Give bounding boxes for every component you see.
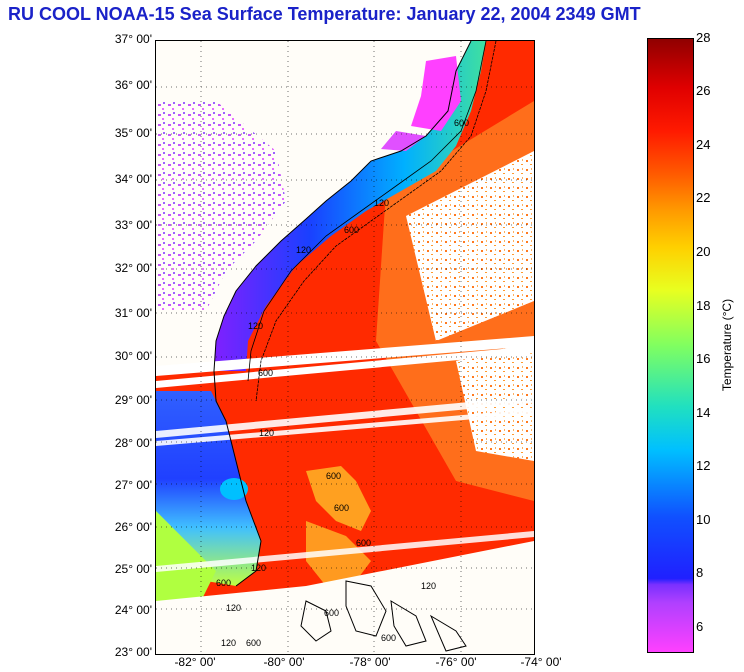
contour-label: 600 — [324, 608, 339, 618]
lat-label-23: 23° 00' — [114, 645, 152, 659]
lat-lon-grid — [156, 41, 534, 654]
florida-bay-warm — [156, 511, 216, 606]
colorbar-tick: 8 — [696, 565, 704, 580]
colorbar-tick: 12 — [696, 458, 711, 473]
estuary — [381, 131, 426, 151]
sst-map-canvas: 600 120 600 120 120 600 120 600 600 600 … — [156, 41, 534, 654]
lat-label-29: 29° 00' — [114, 393, 152, 407]
shelf-cold-water — [214, 41, 486, 371]
lat-label-24: 24° 00' — [114, 603, 152, 617]
isobath-120 — [247, 41, 487, 382]
contour-label: 600 — [356, 538, 371, 548]
contour-labels: 600 120 600 120 120 600 120 600 600 600 … — [216, 118, 469, 648]
lat-label-31: 31° 00' — [114, 306, 152, 320]
lake-okeechobee — [220, 478, 248, 500]
lat-label-34: 34° 00' — [114, 172, 152, 186]
swath-gap-3 — [156, 396, 534, 438]
colorbar — [647, 38, 694, 653]
swath-gap-1 — [156, 336, 534, 376]
contour-label: 120 — [221, 638, 236, 648]
contour-label: 600 — [344, 225, 359, 235]
contour-label: 120 — [248, 321, 263, 331]
colorbar-tick: 24 — [696, 137, 711, 152]
lat-label-27: 27° 00' — [114, 478, 152, 492]
coastline — [213, 41, 472, 587]
colorbar-tick: 16 — [696, 351, 711, 366]
colorbar-tick: 28 — [696, 30, 711, 45]
contour-label: 120 — [226, 603, 241, 613]
cloud-cover-north — [406, 151, 534, 341]
lat-label-25: 25° 00' — [114, 562, 152, 576]
lat-label-28: 28° 00' — [114, 436, 152, 450]
swath-gap-4 — [156, 409, 534, 446]
lat-label-33: 33° 00' — [114, 218, 152, 232]
colorbar-tick: 26 — [696, 83, 711, 98]
lon-label-74: -74° 00' — [520, 655, 562, 669]
contour-label: 600 — [454, 118, 469, 128]
contour-label: 120 — [251, 563, 266, 573]
colorbar-tick: 22 — [696, 190, 711, 205]
contour-label: 600 — [246, 638, 261, 648]
contour-label: 600 — [334, 503, 349, 513]
land-southeast-us — [156, 41, 534, 371]
lat-label-30: 30° 00' — [114, 349, 152, 363]
contour-label: 600 — [326, 471, 341, 481]
lon-label-82: -82° 00' — [174, 655, 216, 669]
lat-label-32: 32° 00' — [114, 261, 152, 275]
contour-label: 120 — [296, 245, 311, 255]
isobath-600 — [255, 41, 497, 402]
contour-label: 600 — [381, 633, 396, 643]
map-title: RU COOL NOAA-15 Sea Surface Temperature:… — [8, 4, 641, 24]
swath-gap-5 — [156, 531, 534, 572]
contour-label: 600 — [216, 578, 231, 588]
colorbar-tick: 6 — [696, 619, 704, 634]
lon-label-80: -80° 00' — [263, 655, 305, 669]
colorbar-tick: 18 — [696, 298, 711, 313]
contour-label: 120 — [259, 428, 274, 438]
contour-label: 120 — [421, 581, 436, 591]
sst-map: 600 120 600 120 120 600 120 600 600 600 … — [155, 40, 535, 655]
lat-label-37: 37° 00' — [114, 32, 152, 46]
colorbar-tick: 20 — [696, 244, 711, 259]
lat-label-26: 26° 00' — [114, 520, 152, 534]
colorbar-tick: 14 — [696, 405, 711, 420]
colorbar-label: Temperature (°C) — [720, 298, 734, 392]
lat-label-35: 35° 00' — [114, 126, 152, 140]
swath-gap-2 — [156, 346, 534, 388]
southern-no-data — [156, 541, 534, 654]
contour-label: 600 — [258, 368, 273, 378]
colorbar-tick: 10 — [696, 512, 711, 527]
lon-label-78: -78° 00' — [349, 655, 391, 669]
contour-label: 120 — [374, 198, 389, 208]
pamlico-sound — [411, 56, 461, 131]
bahamas-islands — [300, 580, 467, 652]
inland-lakes — [156, 101, 286, 311]
bahamas-bank-north — [306, 466, 371, 531]
lon-label-76: -76° 00' — [435, 655, 477, 669]
lat-label-36: 36° 00' — [114, 78, 152, 92]
